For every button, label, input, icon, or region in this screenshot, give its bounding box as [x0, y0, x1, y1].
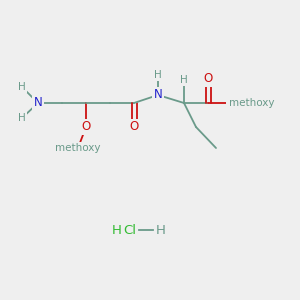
Text: O: O — [227, 97, 237, 110]
Text: H: H — [18, 82, 26, 92]
Text: N: N — [154, 88, 162, 101]
Text: O: O — [203, 73, 213, 85]
Text: H: H — [154, 70, 162, 80]
Text: methoxy: methoxy — [55, 143, 101, 153]
Text: H: H — [156, 224, 166, 236]
Text: O: O — [81, 121, 91, 134]
Text: N: N — [34, 97, 42, 110]
Text: H: H — [112, 224, 122, 236]
Text: H: H — [180, 75, 188, 85]
Text: Cl: Cl — [124, 224, 136, 236]
Text: methoxy: methoxy — [229, 98, 275, 108]
Text: O: O — [129, 121, 139, 134]
Text: H: H — [18, 113, 26, 123]
